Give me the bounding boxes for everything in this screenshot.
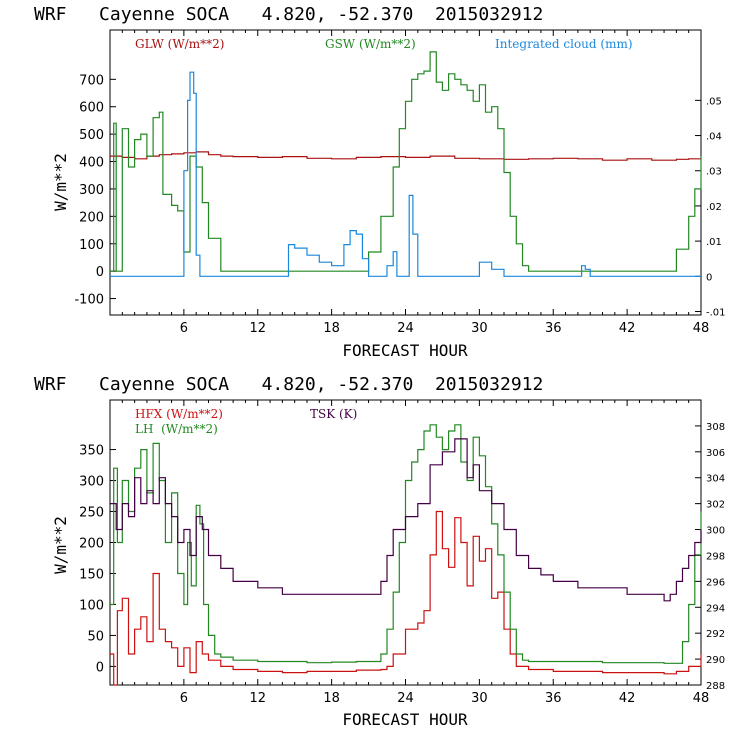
bottom-y-tick-label: 350 xyxy=(79,444,104,459)
bottom-y2-tick-label: 298 xyxy=(706,551,725,562)
top-plot-frame xyxy=(109,29,702,316)
top-y-tick-label: 300 xyxy=(79,183,104,198)
top-y-tick-label: 400 xyxy=(79,156,104,171)
legend-tsk: TSK (K) xyxy=(310,407,357,421)
top-series-glw-line xyxy=(110,151,702,161)
bottom-x-tick-label: 42 xyxy=(619,691,636,706)
bottom-title: WRF Cayenne SOCA 4.820, -52.370 20150329… xyxy=(34,374,543,395)
top-marks: 6 12 18 24 30 36 42 48 -100 0 100 200 300 400 500 600 70… xyxy=(74,30,726,336)
top-series-cloud-line xyxy=(110,71,701,277)
bottom-panel: WRF Cayenne SOCA 4.820, -52.370 20150329… xyxy=(34,374,725,729)
top-y2-tick-label: 0 xyxy=(706,272,712,283)
legend-gsw: GSW (W/m**2) xyxy=(325,37,416,51)
bottom-x-tick-label: 12 xyxy=(249,691,266,706)
top-x-tick-label: 42 xyxy=(619,321,636,336)
top-y-tick-label: 700 xyxy=(79,73,104,88)
top-x-tick-label: 24 xyxy=(397,321,414,336)
legend-hfx: HFX (W/m**2) xyxy=(135,407,223,421)
top-y-tick-label: 100 xyxy=(79,238,104,253)
top-y-tick-label: 600 xyxy=(79,101,104,116)
top-series-gsw-line xyxy=(110,51,702,272)
top-y2-tick-label: -.01 xyxy=(706,307,726,318)
top-y-tick-label: 0 xyxy=(96,265,104,280)
top-title: WRF Cayenne SOCA 4.820, -52.370 20150329… xyxy=(34,4,543,25)
top-y2-tick-label: .01 xyxy=(706,237,722,248)
bottom-y2-tick-label: 300 xyxy=(706,526,725,537)
top-x-tick-label: 36 xyxy=(545,321,562,336)
bottom-y2-tick-label: 304 xyxy=(706,474,725,485)
top-x-tick-label: 48 xyxy=(693,321,710,336)
bottom-y-tick-label: 100 xyxy=(79,598,104,613)
bottom-x-tick-label: 18 xyxy=(323,691,340,706)
top-y-tick-label: 200 xyxy=(79,210,104,225)
top-y2-tick-label: .04 xyxy=(706,132,722,143)
bottom-y2-tick-label: 294 xyxy=(706,603,725,614)
bottom-y-tick-label: 200 xyxy=(79,537,104,552)
top-y2-tick-label: .02 xyxy=(706,202,722,213)
top-y2-tick-label: .05 xyxy=(706,96,722,107)
bottom-series-lh-line xyxy=(110,424,702,664)
bottom-y-tick-label: 0 xyxy=(96,660,104,675)
bottom-series xyxy=(110,424,702,686)
top-y-tick-label: -100 xyxy=(74,293,104,308)
bottom-y-tick-label: 50 xyxy=(87,629,104,644)
bottom-y-tick-label: 250 xyxy=(79,506,104,521)
legend-cloud: Integrated cloud (mm) xyxy=(495,37,633,51)
bottom-x-tick-label: 36 xyxy=(545,691,562,706)
top-x-tick-label: 12 xyxy=(249,321,266,336)
bottom-y2-tick-label: 302 xyxy=(706,500,725,511)
top-series xyxy=(110,51,702,277)
bottom-series-tsk-line xyxy=(110,438,702,602)
bottom-y2-tick-label: 292 xyxy=(706,629,725,640)
top-x-tick-label: 6 xyxy=(180,321,188,336)
top-x-tick-label: 18 xyxy=(323,321,340,336)
bottom-y-axis-label: W/m**2 xyxy=(51,516,70,574)
bottom-x-tick-label: 30 xyxy=(471,691,488,706)
top-y-axis-label: W/m**2 xyxy=(51,153,70,211)
bottom-y-tick-label: 300 xyxy=(79,475,104,490)
bottom-y2-tick-label: 308 xyxy=(706,422,725,433)
top-x-axis-label: FORECAST HOUR xyxy=(342,341,468,360)
top-panel: WRF Cayenne SOCA 4.820, -52.370 20150329… xyxy=(34,4,726,360)
bottom-x-tick-label: 6 xyxy=(180,691,188,706)
top-x-tick-label: 30 xyxy=(471,321,488,336)
bottom-y-tick-label: 150 xyxy=(79,567,104,582)
top-y2-tick-label: .03 xyxy=(706,167,722,178)
bottom-series-hfx-line xyxy=(110,510,702,686)
top-y-tick-label: 500 xyxy=(79,128,104,143)
legend-glw: GLW (W/m**2) xyxy=(135,37,224,51)
legend-lh: LH (W/m**2) xyxy=(135,422,218,436)
bottom-y2-tick-label: 288 xyxy=(706,681,725,692)
bottom-x-tick-label: 48 xyxy=(693,691,710,706)
bottom-y2-tick-label: 290 xyxy=(706,655,725,666)
bottom-y2-tick-label: 296 xyxy=(706,577,725,588)
bottom-marks: 6 12 18 24 30 36 42 48 0 50 100 150 200 250 300 350 288 2… xyxy=(79,400,725,706)
bottom-x-axis-label: FORECAST HOUR xyxy=(342,710,468,729)
bottom-y2-tick-label: 306 xyxy=(706,448,725,459)
bottom-x-tick-label: 24 xyxy=(397,691,414,706)
